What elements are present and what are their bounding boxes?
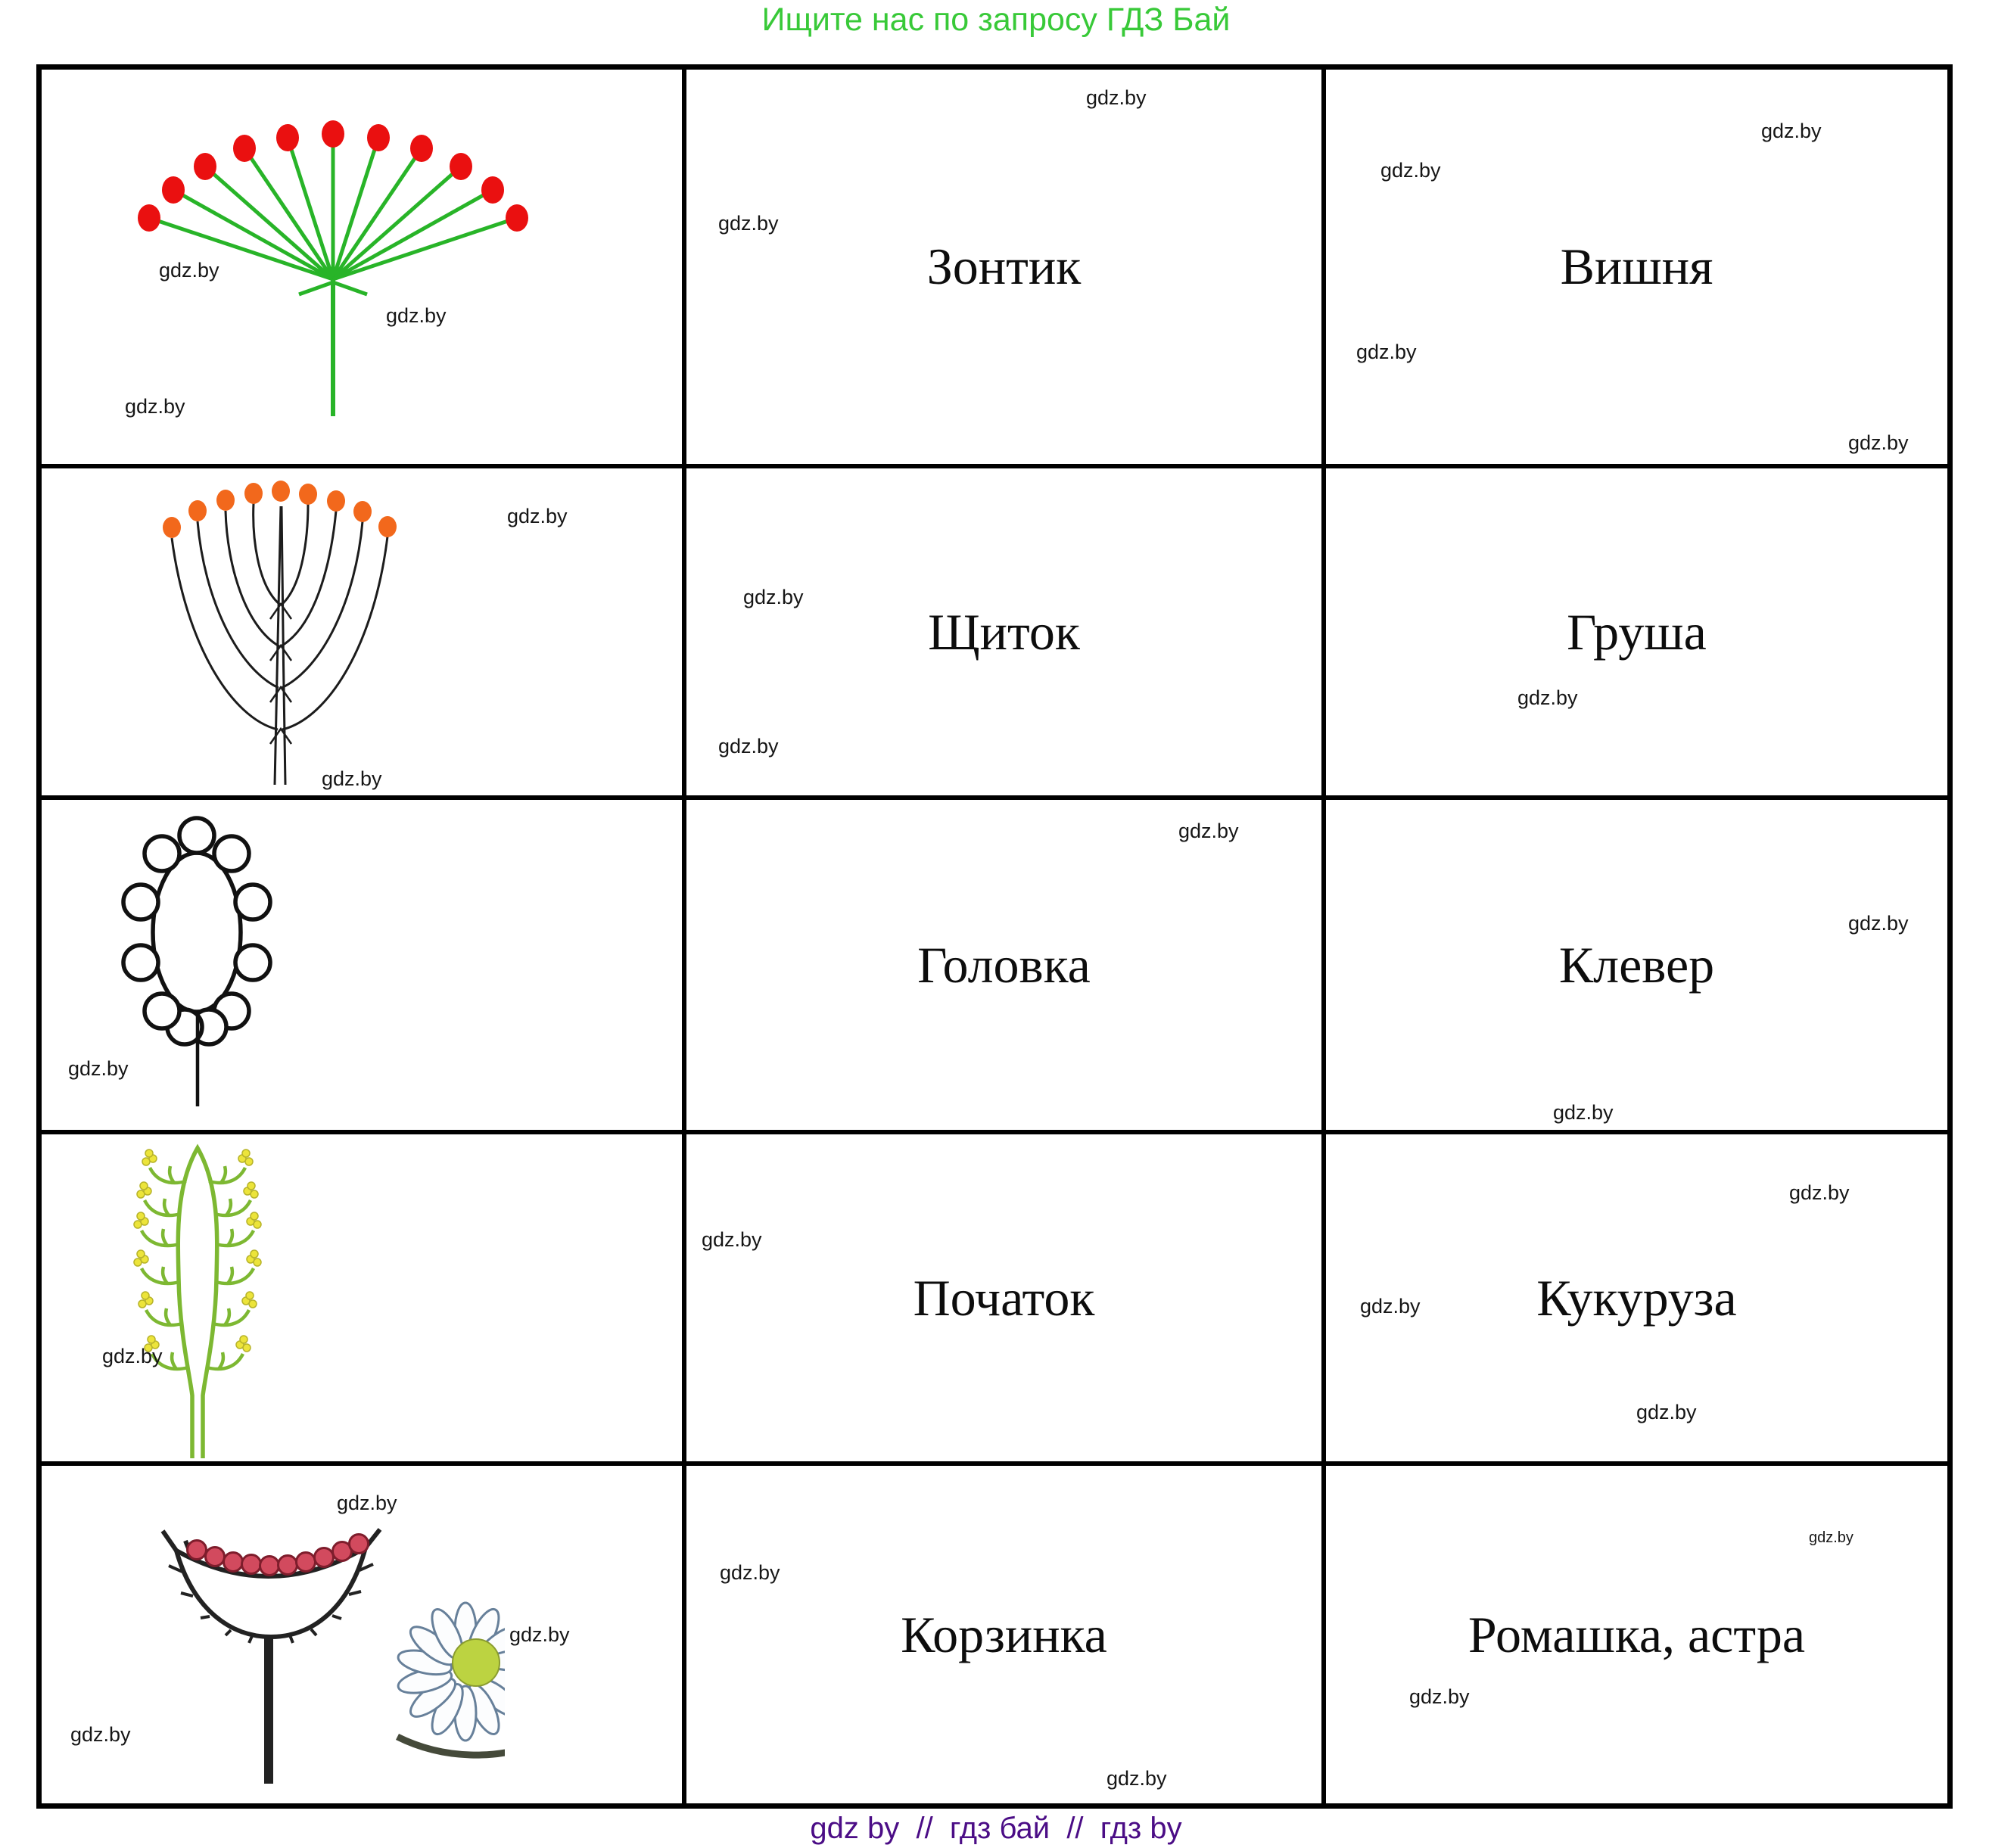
gdz-watermark: gdz.by [1848,912,1909,935]
spadix-flowers [133,1149,262,1352]
cell-example-corn: Кукуруза gdz.by gdz.by gdz.by [1326,1134,1947,1466]
gdz-watermark: gdz.by [509,1623,570,1646]
gdz-watermark: gdz.by [1409,1685,1470,1708]
umbel-flower-dots [138,120,528,232]
umbel-bracts [298,280,368,297]
example-plant: Кукуруза [1536,1268,1737,1327]
gdz-watermark: gdz.by [102,1345,163,1367]
umbel-diagram [138,120,528,416]
gdz-watermark: gdz.by [507,505,568,527]
gdz-watermark: gdz.by [1789,1181,1850,1204]
gdz-watermark: gdz.by [159,259,219,282]
gdz-watermark: gdz.by [1517,686,1578,709]
cell-basket-diagram: gdz.by gdz.by gdz.by [42,1466,686,1803]
basket-florets [186,1533,369,1576]
spadix-diagram [133,1143,262,1458]
daisy-disc [452,1638,500,1687]
cell-inflorescence-corymb: Щиток gdz.by gdz.by [686,468,1326,800]
basket-stem [264,1635,273,1784]
cell-inflorescence-basket: Корзинка gdz.by gdz.by [686,1466,1326,1803]
gdz-watermark: gdz.by [386,304,447,327]
cell-umbel-diagram: gdz.by gdz.by gdz.by [42,70,686,468]
gdz-watermark: gdz.by [1553,1101,1614,1124]
gdz-watermark: gdz.by [125,395,185,418]
inflorescence-name: Головка [917,935,1091,994]
spadix-axis [176,1143,219,1458]
example-plant: Вишня [1560,238,1713,295]
cell-inflorescence-head: Головка gdz.by [686,800,1326,1134]
corymb-diagram [163,481,397,786]
head-florets [121,816,272,1047]
gdz-watermark: gdz.by [743,586,804,608]
inflorescence-table: gdz.by gdz.by gdz.by Зонтик gdz.by gdz.b… [36,64,1953,1809]
gdz-watermark: gdz.by [1106,1767,1167,1790]
cell-example-cherry: Вишня gdz.by gdz.by gdz.by gdz.by [1326,70,1947,468]
gdz-watermark: gdz.by [322,767,382,790]
spadix-branchlets [139,1165,256,1371]
gdz-watermark: gdz.by [337,1492,397,1514]
gdz-watermark: gdz.by [718,735,779,758]
example-plant: Клевер [1558,935,1715,994]
cell-corymb-diagram: gdz.by gdz.by [42,468,686,800]
footer: gdz by // гдз бай // гдз by [810,1812,1182,1845]
cell-example-clover: Клевер gdz.by gdz.by [1326,800,1947,1134]
gdz-watermark: gdz.by [68,1057,129,1080]
gdz-watermark: gdz.by [1761,120,1822,142]
cell-inflorescence-umbel: Зонтик gdz.by gdz.by [686,70,1326,468]
gdz-watermark: gdz.by [702,1228,762,1251]
inflorescence-name: Початок [913,1268,1095,1327]
gdz-watermark: gdz.by [70,1723,131,1746]
example-plant: Ромашка, астра [1468,1605,1806,1663]
umbel-rays [148,134,518,416]
head-diagram [121,816,272,1106]
gdz-watermark: gdz.by [1086,86,1147,109]
corymb-branches [170,502,389,786]
corymb-flower-dots [163,481,397,538]
gdz-watermark: gdz.by [718,212,779,235]
example-plant: Груша [1567,602,1707,661]
cell-head-diagram: gdz.by [42,800,686,1134]
basket-diagram [160,1528,505,1784]
cell-inflorescence-spadix: Початок gdz.by [686,1134,1326,1466]
cell-example-pear: Груша gdz.by [1326,468,1947,800]
gdz-watermark: gdz.by [1178,820,1239,842]
basket-bracts [168,1563,374,1644]
gdz-watermark: gdz.by [1636,1401,1697,1423]
inflorescence-name: Щиток [928,602,1080,661]
head-receptacle [151,851,243,1014]
gdz-watermark: gdz.by [1356,341,1417,363]
inflorescence-name: Корзинка [901,1605,1107,1663]
daisy-illustration [395,1601,505,1759]
gdz-watermark: gdz.by [720,1561,780,1584]
gdz-watermark: gdz.by [1380,159,1441,182]
gdz-watermark: gdz.by [1360,1295,1421,1318]
cell-spadix-diagram: gdz.by [42,1134,686,1466]
cell-example-chamomile-aster: Ромашка, астра gdz.by gdz.by [1326,1466,1947,1803]
page-title: Ищите нас по запросу ГДЗ Бай [761,2,1231,38]
gdz-watermark: gdz.by [1848,431,1909,454]
gdz-watermark: gdz.by [1809,1529,1853,1546]
inflorescence-name: Зонтик [926,238,1082,295]
